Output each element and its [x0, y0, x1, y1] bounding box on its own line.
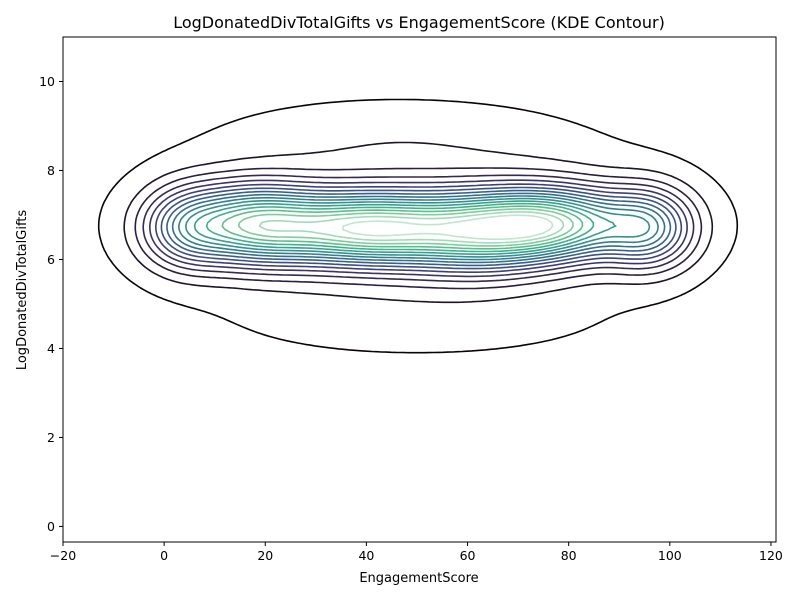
- y-axis-ticks: 0 2 4 6 8 10: [39, 74, 63, 534]
- contour-level-2: [123, 141, 714, 304]
- contour-level-3: [134, 167, 703, 290]
- x-axis-label: EngagementScore: [359, 571, 478, 586]
- x-tick-label: 100: [658, 548, 682, 563]
- y-tick-label: 8: [47, 163, 55, 178]
- contour-level-9: [171, 192, 666, 264]
- y-axis-label: LogDonatedDivTotalGifts: [15, 210, 30, 371]
- contour-level-8: [166, 189, 672, 267]
- x-tick-label: 0: [160, 548, 168, 563]
- x-tick-label: 20: [257, 548, 273, 563]
- contour-level-5: [149, 179, 688, 278]
- contour-level-10: [178, 195, 659, 261]
- chart-title: LogDonatedDivTotalGifts vs EngagementSco…: [173, 13, 665, 32]
- contour-level-6: [155, 183, 683, 273]
- contour-level-14: [221, 205, 584, 250]
- x-axis-ticks: −20 0 20 40 60 80 100 120: [50, 542, 783, 563]
- contour-level-15: [237, 208, 574, 247]
- contour-level-12: [193, 200, 617, 255]
- contour-level-1: [97, 98, 739, 354]
- plot-frame: [62, 36, 777, 543]
- x-tick-label: 120: [759, 548, 783, 563]
- contour-lines: [97, 98, 739, 354]
- y-tick-label: 4: [47, 341, 55, 356]
- y-tick-label: 0: [47, 519, 55, 534]
- x-tick-label: 60: [460, 548, 476, 563]
- y-tick-label: 2: [47, 430, 55, 445]
- y-tick-label: 6: [47, 252, 55, 267]
- contour-level-4: [142, 174, 695, 283]
- contour-level-16: [258, 211, 565, 244]
- x-tick-label: 40: [358, 548, 374, 563]
- y-tick-label: 10: [39, 74, 55, 89]
- contour-level-17: [342, 214, 554, 241]
- contour-level-7: [160, 186, 677, 270]
- x-tick-label: 80: [561, 548, 577, 563]
- contour-level-11: [185, 197, 651, 258]
- contour-level-13: [205, 202, 595, 253]
- x-tick-label: −20: [50, 548, 76, 563]
